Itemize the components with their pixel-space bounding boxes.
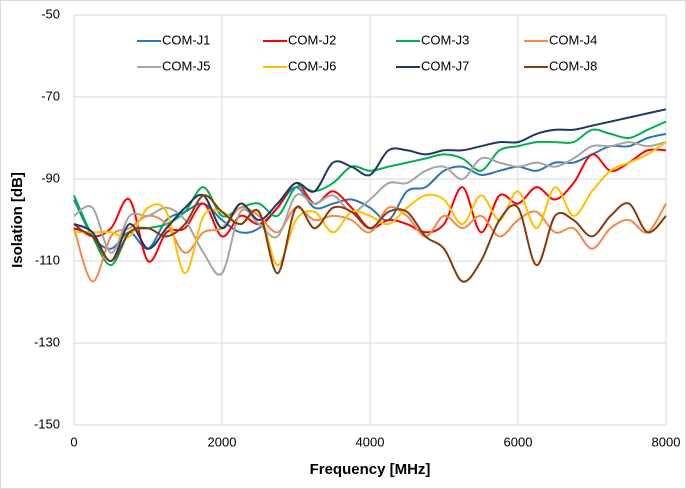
series-line (73, 141, 667, 275)
legend-label: COM-J8 (549, 58, 597, 73)
series-line (73, 194, 667, 283)
legend-label: COM-J2 (288, 32, 336, 47)
legend-label: COM-J5 (162, 58, 210, 73)
legend-label: COM-J6 (288, 58, 336, 73)
series-line (73, 141, 667, 276)
y-tick-label: -150 (34, 416, 60, 431)
x-tick-label: 8000 (652, 434, 681, 449)
y-tick-label: -90 (41, 170, 60, 185)
y-tick-label: -70 (41, 88, 60, 103)
series-line (73, 132, 667, 250)
x-tick-label: 2000 (208, 434, 237, 449)
x-tick-label: 4000 (356, 434, 385, 449)
x-tick-label: 0 (70, 434, 77, 449)
legend-label: COM-J4 (549, 32, 597, 47)
series-line (73, 108, 667, 262)
x-axis-label: Frequency [MHz] (310, 461, 431, 478)
legend-label: COM-J7 (421, 58, 469, 73)
x-tick-label: 6000 (504, 434, 533, 449)
y-tick-label: -130 (34, 334, 60, 349)
y-axis-label: Isolation [dB] (9, 172, 26, 268)
y-tick-label: -50 (41, 6, 60, 21)
legend-label: COM-J1 (162, 32, 210, 47)
legend-label: COM-J3 (421, 32, 469, 47)
y-tick-label: -110 (35, 252, 60, 267)
